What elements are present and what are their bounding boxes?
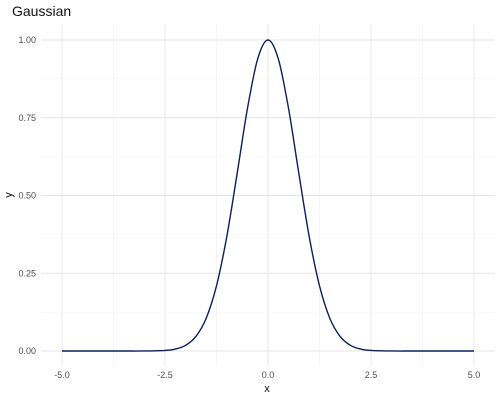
- y-axis-label: y: [3, 192, 15, 198]
- chart-title: Gaussian: [12, 3, 71, 19]
- gaussian-curve-line: [61, 39, 474, 352]
- x-tick-label: 2.5: [365, 370, 378, 380]
- x-tick-label: 5.0: [468, 370, 481, 380]
- y-tick-labels: 0.00 0.25 0.50 0.75 1.00: [18, 35, 36, 356]
- y-tick-label: 0.75: [18, 113, 36, 123]
- curve-layer: [61, 39, 474, 352]
- y-tick-label: 0.50: [18, 191, 36, 201]
- x-tick-label: -2.5: [157, 370, 173, 380]
- x-tick-labels: -5.0 -2.5 0.0 2.5 5.0: [54, 370, 480, 380]
- x-tick-label: -5.0: [54, 370, 70, 380]
- x-axis-label: x: [264, 383, 270, 395]
- y-tick-label: 1.00: [18, 35, 36, 45]
- y-tick-label: 0.00: [18, 346, 36, 356]
- grid-layer: [41, 24, 495, 366]
- x-tick-label: 0.0: [262, 370, 275, 380]
- y-tick-label: 0.25: [18, 268, 36, 278]
